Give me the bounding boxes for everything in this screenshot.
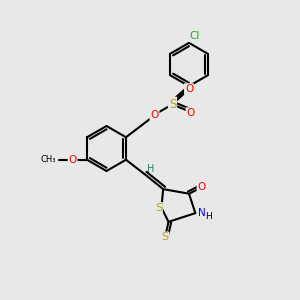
Text: Cl: Cl [189, 31, 200, 41]
Text: O: O [150, 110, 159, 121]
Text: S: S [169, 98, 176, 111]
Text: H: H [148, 164, 155, 174]
Text: H: H [205, 212, 211, 220]
Text: O: O [68, 155, 77, 165]
Text: CH₃: CH₃ [41, 155, 56, 164]
Text: O: O [197, 182, 206, 192]
Text: S: S [161, 232, 169, 242]
Text: O: O [185, 84, 193, 94]
Text: S: S [155, 203, 162, 213]
Text: N: N [198, 208, 206, 218]
Text: O: O [186, 108, 195, 118]
